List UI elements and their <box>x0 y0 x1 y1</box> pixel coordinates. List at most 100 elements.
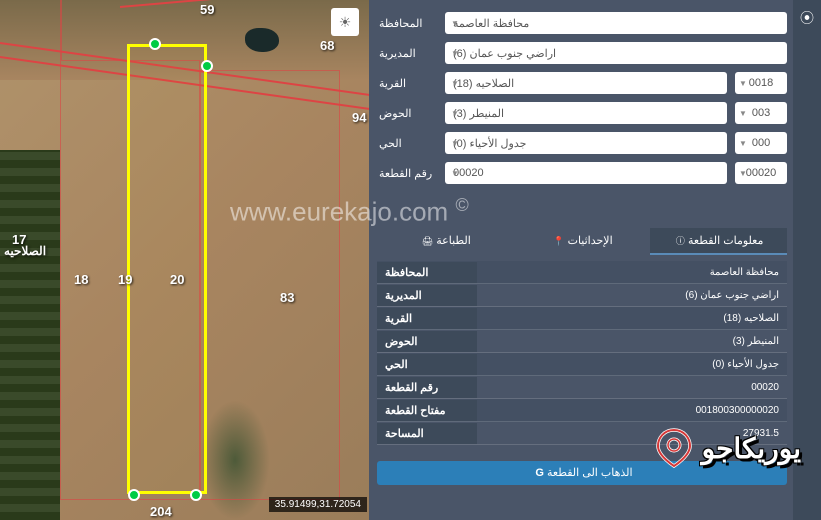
code-select[interactable]: ▼0018 <box>735 72 787 94</box>
map-orchard <box>0 150 60 520</box>
caret-icon: ▼ <box>451 139 459 148</box>
parcel-vertex[interactable] <box>128 489 140 501</box>
detail-value: محافظة العاصمة <box>477 263 787 282</box>
logo-icon <box>652 426 696 470</box>
form-label: المديرية <box>377 47 437 60</box>
lot-label: 19 <box>118 272 132 287</box>
brand-logo: يوريكاجو <box>652 426 801 470</box>
tab-label: معلومات القطعة <box>688 235 763 247</box>
select-value: المنيطر (3) <box>453 107 504 120</box>
lot-label: 204 <box>150 504 172 519</box>
area-name-label: الصلاحيه <box>4 244 46 258</box>
form-label: الحوض <box>377 107 437 120</box>
tab-info[interactable]: معلومات القطعة ⓘ <box>650 228 787 255</box>
lot-label: 59 <box>200 2 214 17</box>
detail-row: 001800300000020 مفتاح القطعة <box>377 399 787 422</box>
cadastre-line <box>60 0 62 60</box>
selected-parcel[interactable] <box>127 44 207 494</box>
tab-other[interactable]: الطباعة 🖨 <box>377 228 514 255</box>
detail-value: 00020 <box>477 378 787 397</box>
coordinates-display: 35.91499,31.72054 <box>269 497 367 512</box>
lot-label: 94 <box>352 110 366 125</box>
caret-icon: ▼ <box>739 139 747 148</box>
detail-row: جدول الأحياء (0) الحي <box>377 353 787 376</box>
detail-label: المحافظة <box>377 262 477 283</box>
code-value: 003 <box>752 107 770 119</box>
detail-value: اراضي جنوب عمان (6) <box>477 286 787 305</box>
parcel-vertex[interactable] <box>190 489 202 501</box>
select-value: الصلاحيه (18) <box>453 77 514 90</box>
parcel-vertex[interactable] <box>149 38 161 50</box>
form-row: ▼ محافظة العاصمة المحافظة <box>377 12 787 34</box>
detail-row: المنيطر (3) الحوض <box>377 330 787 353</box>
form-label: المحافظة <box>377 17 437 30</box>
tab-icon: 📍 <box>553 236 564 246</box>
detail-label: المديرية <box>377 285 477 306</box>
code-value: 00020 <box>746 167 777 179</box>
map-layers-button[interactable]: ☀ <box>331 8 359 36</box>
parcel-vertex[interactable] <box>201 60 213 72</box>
form-label: رقم القطعة <box>377 167 437 180</box>
form-label: القرية <box>377 77 437 90</box>
caret-icon: ▼ <box>451 109 459 118</box>
detail-value: جدول الأحياء (0) <box>477 355 787 374</box>
caret-icon: ▼ <box>451 19 459 28</box>
detail-row: محافظة العاصمة المحافظة <box>377 261 787 284</box>
form-select[interactable]: ▼ جدول الأحياء (0) <box>445 132 727 154</box>
code-select[interactable]: ▼ 003 <box>735 102 787 124</box>
caret-icon: ▼ <box>451 169 459 178</box>
detail-row: الصلاحيه (18) القرية <box>377 307 787 330</box>
form-row: ▼0018 ▼ الصلاحيه (18) القرية <box>377 72 787 94</box>
lot-label: 18 <box>74 272 88 287</box>
form-row: ▼ 000 ▼ جدول الأحياء (0) الحي <box>377 132 787 154</box>
form-row: ▼00020 ▼ 00020 رقم القطعة <box>377 162 787 184</box>
detail-label: المساحة <box>377 423 477 444</box>
details-table: محافظة العاصمة المحافظة اراضي جنوب عمان … <box>377 261 787 445</box>
select-value: جدول الأحياء (0) <box>453 137 526 150</box>
caret-icon: ▼ <box>739 79 747 88</box>
cadastre-line <box>200 70 340 500</box>
tab-icon: 🖨 <box>422 236 433 246</box>
code-select[interactable]: ▼00020 <box>735 162 787 184</box>
caret-icon: ▼ <box>739 169 747 178</box>
form-row: ▼ 003 ▼ المنيطر (3) الحوض <box>377 102 787 124</box>
detail-label: الحوض <box>377 331 477 352</box>
tabs: معلومات القطعة ⓘالإحداثيات 📍الطباعة 🖨 <box>377 228 787 255</box>
detail-row: اراضي جنوب عمان (6) المديرية <box>377 284 787 307</box>
form-select[interactable]: ▼ محافظة العاصمة <box>445 12 787 34</box>
detail-value: الصلاحيه (18) <box>477 309 787 328</box>
detail-row: 00020 رقم القطعة <box>377 376 787 399</box>
code-select[interactable]: ▼ 000 <box>735 132 787 154</box>
form-select[interactable]: ▼ الصلاحيه (18) <box>445 72 727 94</box>
tab-other[interactable]: الإحداثيات 📍 <box>514 228 651 255</box>
form-select[interactable]: ▼ 00020 <box>445 162 727 184</box>
tab-icon: ⓘ <box>676 236 685 246</box>
form-label: الحي <box>377 137 437 150</box>
caret-icon: ▼ <box>451 79 459 88</box>
detail-label: رقم القطعة <box>377 377 477 398</box>
go-button-label: الذهاب الى القطعة <box>547 467 633 479</box>
tab-label: الطباعة <box>436 235 471 247</box>
detail-value: 001800300000020 <box>477 401 787 420</box>
caret-icon: ▼ <box>739 109 747 118</box>
select-value: اراضي جنوب عمان (6) <box>453 47 556 60</box>
detail-value: المنيطر (3) <box>477 332 787 351</box>
code-value: 0018 <box>749 77 773 89</box>
google-icon: G <box>535 467 544 479</box>
lot-label: 68 <box>320 38 334 53</box>
code-value: 000 <box>752 137 770 149</box>
lot-label: 83 <box>280 290 294 305</box>
lot-label: 20 <box>170 272 184 287</box>
detail-label: القرية <box>377 308 477 329</box>
logo-text: يوريكاجو <box>702 432 801 465</box>
map-pond <box>245 28 279 52</box>
form-select[interactable]: ▼ اراضي جنوب عمان (6) <box>445 42 787 64</box>
caret-icon: ▼ <box>451 49 459 58</box>
detail-label: مفتاح القطعة <box>377 400 477 421</box>
tab-label: الإحداثيات <box>568 235 613 247</box>
map-panel[interactable]: 5968942019181783204 الصلاحيه ☀ 35.91499,… <box>0 0 369 520</box>
form-select[interactable]: ▼ المنيطر (3) <box>445 102 727 124</box>
select-value: محافظة العاصمة <box>453 17 529 30</box>
form-row: ▼ اراضي جنوب عمان (6) المديرية <box>377 42 787 64</box>
location-icon[interactable]: ⦿ <box>800 8 814 28</box>
